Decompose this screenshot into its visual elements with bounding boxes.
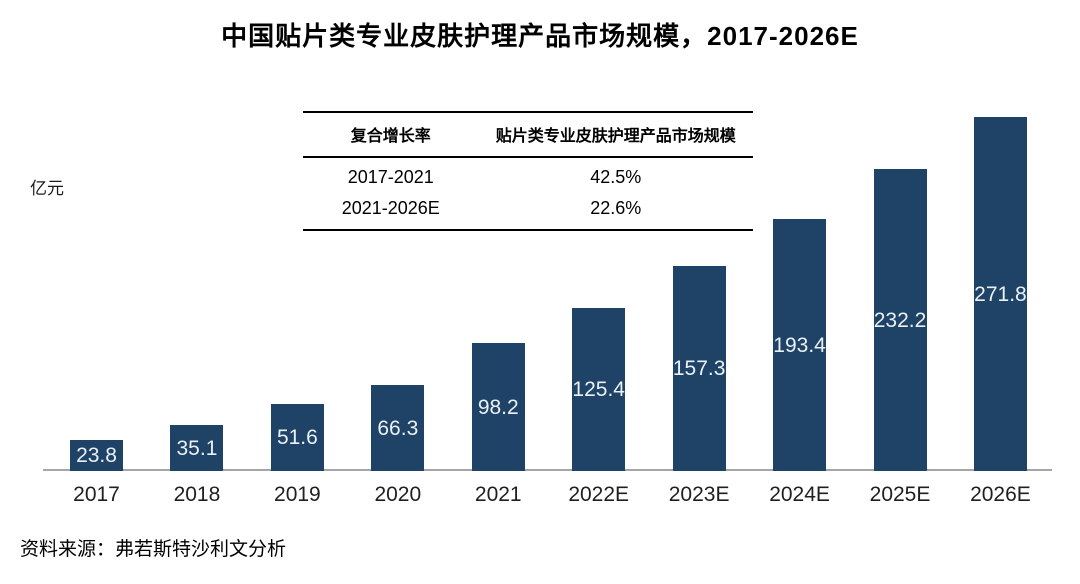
x-tick-label: 2025E (869, 483, 931, 506)
x-tick-label: 2020 (374, 483, 422, 506)
y-axis-unit-label: 亿元 (30, 179, 64, 198)
cagr-table-header-row: 复合增长率 贴片类专业皮肤护理产品市场规模 (303, 112, 753, 157)
cagr-table-row: 2017-2021 42.5% (303, 157, 753, 193)
bar-2019: 51.6 (270, 404, 324, 471)
bar-value-label: 271.8 (974, 282, 1027, 306)
bar-value-label: 193.4 (773, 333, 826, 357)
cagr-table-row: 2021-2026E 22.6% (303, 193, 753, 230)
x-tick-label: 2022E (568, 483, 630, 506)
x-tick-label: 2018 (173, 483, 221, 506)
bar-2023E: 157.3 (672, 266, 726, 471)
cagr-table: 复合增长率 贴片类专业皮肤护理产品市场规模 2017-2021 42.5% 20… (303, 111, 753, 231)
bar-2020: 66.3 (371, 385, 425, 471)
x-tick-label: 2024E (769, 483, 830, 506)
cagr-table-header-growth-rate: 复合增长率 (350, 128, 431, 145)
x-tick-label: 2017 (73, 483, 120, 506)
bar-2026E: 271.8 (973, 117, 1027, 471)
x-tick-label: 2021 (474, 483, 522, 506)
bar-2017: 23.8 (70, 440, 123, 471)
bar-value-label: 23.8 (76, 444, 117, 467)
cagr-value-cell: 42.5% (590, 167, 642, 187)
bar-2021: 98.2 (471, 343, 525, 471)
page-title: 中国贴片类专业皮肤护理产品市场规模，2017-2026E (221, 21, 859, 51)
cagr-value-cell: 22.6% (590, 198, 642, 218)
bar-2022E: 125.4 (572, 308, 626, 471)
x-tick-label: 2019 (274, 483, 321, 506)
bar-2024E: 193.4 (773, 219, 827, 471)
bar-2025E: 232.2 (873, 169, 927, 471)
bar-value-label: 157.3 (672, 357, 726, 380)
bar-2018: 35.1 (170, 425, 224, 471)
x-axis-line (43, 469, 1052, 471)
bar-value-label: 51.6 (276, 426, 318, 449)
bar-value-label: 35.1 (176, 436, 218, 460)
bar-value-label: 232.2 (873, 308, 927, 332)
bar-value-label: 125.4 (572, 378, 625, 401)
cagr-period-cell: 2017-2021 (347, 167, 434, 187)
cagr-table-header-market-size: 贴片类专业皮肤护理产品市场规模 (495, 128, 736, 145)
cagr-period-cell: 2021-2026E (341, 198, 440, 218)
x-tick-label: 2026E (970, 483, 1031, 506)
source-note: 资料来源：弗若斯特沙利文分析 (20, 539, 287, 560)
bar-value-label: 98.2 (477, 395, 519, 419)
bar-value-label: 66.3 (377, 416, 419, 440)
x-tick-label: 2023E (668, 483, 730, 506)
